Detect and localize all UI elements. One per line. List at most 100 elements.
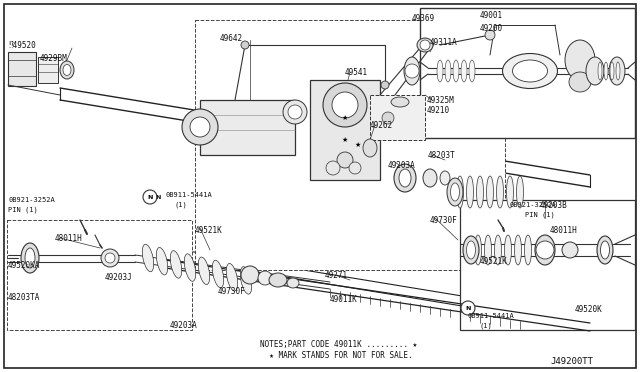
Ellipse shape bbox=[287, 278, 299, 288]
Ellipse shape bbox=[474, 235, 481, 265]
Ellipse shape bbox=[467, 241, 476, 259]
Text: 0B921-3252A: 0B921-3252A bbox=[510, 202, 557, 208]
Ellipse shape bbox=[586, 57, 604, 85]
Circle shape bbox=[461, 301, 475, 315]
Ellipse shape bbox=[63, 64, 71, 76]
Text: 49730F: 49730F bbox=[430, 215, 458, 224]
Ellipse shape bbox=[227, 263, 237, 291]
Ellipse shape bbox=[513, 60, 547, 82]
Circle shape bbox=[562, 242, 578, 258]
Text: 49521K: 49521K bbox=[195, 225, 223, 234]
Text: 49203J: 49203J bbox=[105, 273, 132, 282]
Text: (1): (1) bbox=[480, 323, 493, 329]
Circle shape bbox=[241, 41, 249, 49]
Text: 49011K: 49011K bbox=[330, 295, 358, 305]
Bar bbox=[310, 80, 380, 180]
Bar bbox=[460, 200, 635, 330]
Text: 49203B: 49203B bbox=[540, 201, 568, 209]
Ellipse shape bbox=[391, 97, 409, 107]
Ellipse shape bbox=[467, 176, 474, 208]
Text: PIN (1): PIN (1) bbox=[525, 212, 555, 218]
Ellipse shape bbox=[502, 54, 557, 89]
Text: 49520KA: 49520KA bbox=[8, 260, 40, 269]
Circle shape bbox=[405, 64, 419, 78]
Text: 49325M: 49325M bbox=[427, 96, 455, 105]
Text: 49369: 49369 bbox=[412, 13, 435, 22]
Ellipse shape bbox=[445, 60, 451, 82]
Ellipse shape bbox=[616, 62, 620, 80]
Text: 49642: 49642 bbox=[220, 33, 243, 42]
Text: NOTES;PART CODE 49011K ......... ★: NOTES;PART CODE 49011K ......... ★ bbox=[260, 340, 417, 350]
Ellipse shape bbox=[184, 254, 196, 281]
Circle shape bbox=[485, 30, 495, 40]
Ellipse shape bbox=[198, 257, 210, 285]
Ellipse shape bbox=[170, 251, 182, 278]
Circle shape bbox=[101, 249, 119, 267]
Ellipse shape bbox=[269, 273, 287, 287]
Ellipse shape bbox=[504, 235, 511, 265]
Bar bbox=[195, 20, 505, 270]
Circle shape bbox=[143, 190, 157, 204]
Text: N: N bbox=[465, 305, 470, 311]
Bar bbox=[8, 52, 36, 86]
Ellipse shape bbox=[440, 171, 450, 185]
Ellipse shape bbox=[516, 176, 524, 208]
Text: 0B911-5441A: 0B911-5441A bbox=[165, 192, 212, 198]
Ellipse shape bbox=[240, 267, 252, 294]
Circle shape bbox=[105, 253, 115, 263]
Ellipse shape bbox=[363, 139, 377, 157]
Ellipse shape bbox=[212, 260, 224, 288]
Text: ★ MARK STANDS FOR NOT FOR SALE.: ★ MARK STANDS FOR NOT FOR SALE. bbox=[260, 352, 413, 360]
Ellipse shape bbox=[609, 57, 625, 85]
Circle shape bbox=[288, 105, 302, 119]
Text: 49262: 49262 bbox=[370, 121, 393, 129]
Ellipse shape bbox=[417, 38, 433, 52]
Text: 49203A: 49203A bbox=[170, 321, 198, 330]
Circle shape bbox=[258, 271, 272, 285]
Bar bbox=[7, 220, 192, 330]
Ellipse shape bbox=[437, 60, 443, 82]
Circle shape bbox=[382, 112, 394, 124]
Ellipse shape bbox=[600, 241, 609, 259]
Text: 48203TA: 48203TA bbox=[8, 294, 40, 302]
Ellipse shape bbox=[423, 169, 437, 187]
Ellipse shape bbox=[142, 244, 154, 272]
Text: 49210: 49210 bbox=[427, 106, 450, 115]
Ellipse shape bbox=[610, 62, 614, 80]
Circle shape bbox=[283, 100, 307, 124]
Bar bbox=[420, 8, 635, 138]
Circle shape bbox=[420, 40, 430, 50]
Ellipse shape bbox=[447, 178, 463, 206]
Ellipse shape bbox=[506, 176, 513, 208]
Text: J49200TT: J49200TT bbox=[550, 357, 593, 366]
Ellipse shape bbox=[495, 235, 502, 265]
Bar bbox=[370, 95, 425, 140]
Circle shape bbox=[381, 81, 389, 89]
Text: 49271: 49271 bbox=[325, 270, 348, 279]
Circle shape bbox=[536, 241, 554, 259]
Circle shape bbox=[182, 109, 218, 145]
Text: 49521K: 49521K bbox=[480, 257, 508, 266]
Text: 49203A: 49203A bbox=[388, 160, 416, 170]
Ellipse shape bbox=[535, 235, 555, 265]
Circle shape bbox=[190, 117, 210, 137]
Ellipse shape bbox=[451, 183, 460, 201]
Text: ★: ★ bbox=[342, 115, 348, 121]
Ellipse shape bbox=[456, 176, 463, 208]
Text: 48011H: 48011H bbox=[550, 225, 578, 234]
Text: 48203T: 48203T bbox=[428, 151, 456, 160]
Ellipse shape bbox=[25, 248, 35, 268]
Text: 4929BM: 4929BM bbox=[40, 54, 68, 62]
Ellipse shape bbox=[598, 62, 602, 80]
Ellipse shape bbox=[569, 72, 591, 92]
Circle shape bbox=[326, 161, 340, 175]
Circle shape bbox=[332, 92, 358, 118]
Circle shape bbox=[349, 162, 361, 174]
Ellipse shape bbox=[463, 236, 479, 264]
Ellipse shape bbox=[453, 60, 459, 82]
Ellipse shape bbox=[21, 243, 39, 273]
Text: 49311A: 49311A bbox=[430, 38, 458, 46]
Text: N: N bbox=[155, 195, 161, 199]
Text: (1): (1) bbox=[175, 202, 188, 208]
Bar bbox=[38, 57, 58, 83]
